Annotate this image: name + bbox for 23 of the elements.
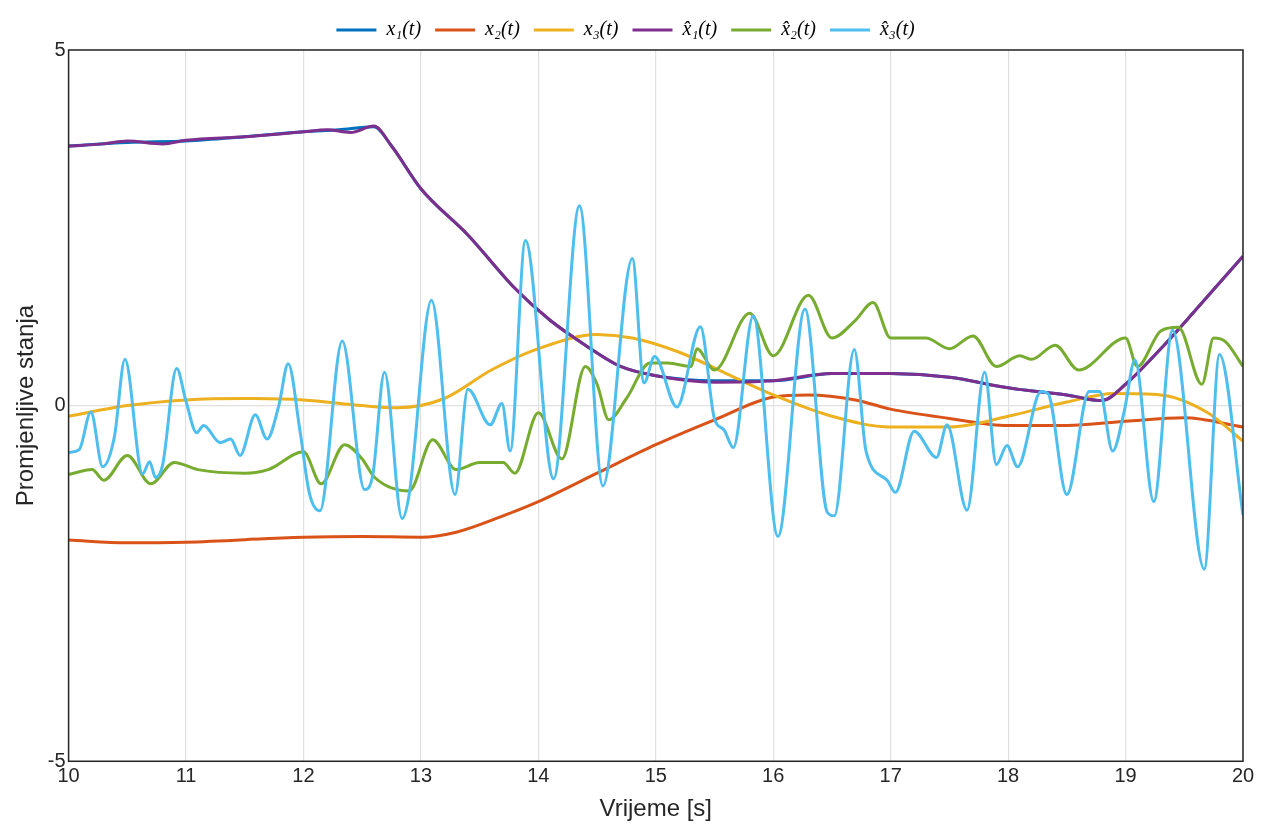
- line-series: [68, 393, 1243, 545]
- x-tick-label: 19: [1114, 763, 1137, 786]
- line-series: [68, 204, 1243, 571]
- x-tick-label: 11: [175, 763, 197, 786]
- x-tick-label: 20: [1231, 763, 1255, 786]
- y-axis-title: Promjenljive stanja: [11, 304, 39, 507]
- legend-label: x₁(t): [385, 17, 422, 41]
- legend-label: x̂₁(t): [681, 17, 718, 41]
- legend-label: x̂₂(t): [780, 17, 817, 41]
- x-tick-label: 16: [762, 763, 785, 786]
- x-tick-label: 15: [644, 763, 667, 786]
- x-tick-label: 12: [292, 763, 315, 786]
- x-tick-label: 17: [879, 763, 902, 786]
- y-tick-label: 0: [54, 393, 66, 416]
- legend-label: x̂₃(t): [878, 17, 915, 41]
- y-tick-label: 5: [54, 37, 66, 60]
- x-axis-title: Vrijeme [s]: [599, 794, 713, 822]
- legend-label: x₂(t): [484, 17, 521, 41]
- line-series: [68, 293, 1243, 493]
- x-tick-label: 14: [527, 763, 550, 786]
- x-tick-label: 13: [409, 763, 433, 786]
- x-tick-label: 18: [996, 763, 1020, 786]
- legend-label: x₃(t): [582, 17, 619, 41]
